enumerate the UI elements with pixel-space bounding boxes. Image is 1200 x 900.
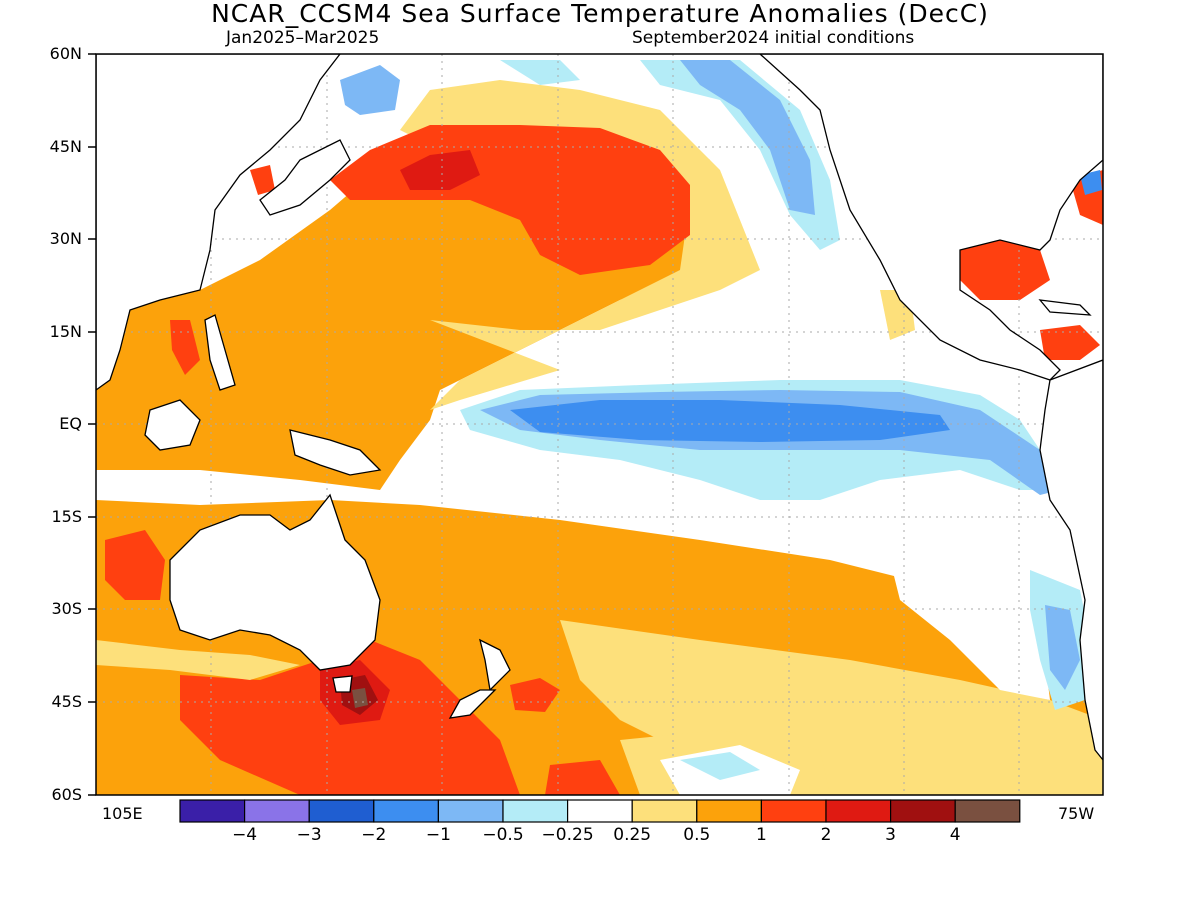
new-zealand-north-landmass: [479, 638, 511, 692]
colorbar-swatch: [373, 799, 439, 823]
lat-label-30s: 30S: [51, 599, 82, 618]
colorbar-tick-label: −0.25: [541, 825, 594, 845]
equatorial-cool-core: [510, 400, 950, 442]
southern-ocean-cool-patch: [680, 752, 760, 780]
colorbar-tick-label: −4: [232, 825, 258, 845]
north-america-mainland: [759, 54, 1103, 381]
colorbar-tick-label: −0.5: [482, 825, 524, 845]
colorbar-swatch: [566, 799, 633, 823]
colorbar: [179, 799, 1021, 823]
lat-label-60n: 60N: [49, 44, 82, 63]
alaska-california-cool-core: [680, 60, 815, 215]
borneo-landmass: [144, 399, 201, 451]
bering-cool-patch: [500, 60, 580, 85]
lat-label-15s: 15S: [51, 507, 82, 526]
philippines-landmass: [204, 314, 236, 391]
forecast-period: Jan2025–Mar2025: [226, 28, 380, 48]
southern-ocean-warm-patch: [545, 760, 620, 795]
initial-conditions-label: September2024 initial conditions: [632, 28, 915, 48]
new-zealand-east-warm-patch: [510, 678, 560, 712]
colorbar-tick-label: −1: [425, 825, 451, 845]
new-guinea-landmass: [289, 429, 382, 476]
tasmania-landmass: [332, 675, 353, 693]
colorbar-swatch: [502, 799, 569, 823]
colorbar-swatch: [889, 799, 956, 823]
colorbar-swatch: [631, 799, 698, 823]
lat-label-45s: 45S: [51, 692, 82, 711]
colorbar-tick-label: −3: [296, 825, 322, 845]
colorbar-tick-label: 3: [885, 825, 897, 845]
south-east-pacific-neutral: [890, 560, 1050, 700]
lat-label-eq: EQ: [59, 414, 82, 433]
philippine-warm-patch: [170, 320, 200, 375]
map-title: NCAR_CCSM4 Sea Surface Temperature Anoma…: [211, 0, 989, 28]
colorbar-swatch: [696, 799, 762, 823]
gulf-of-mexico-warm: [960, 240, 1050, 300]
caribbean-warm: [1040, 325, 1100, 360]
colorbar-swatch: [825, 799, 892, 823]
colorbar-swatch: [244, 799, 310, 823]
lat-label-45n: 45N: [49, 137, 82, 156]
colorbar-tick-label: −2: [361, 825, 387, 845]
colorbar-swatch: [179, 799, 246, 823]
colorbar-tick-label: 0.25: [613, 825, 652, 845]
gridlines: [96, 54, 1103, 795]
peru-coast-cool-core: [1045, 605, 1080, 690]
colorbar-swatch: [308, 799, 375, 823]
colorbar-swatch: [437, 799, 504, 823]
lat-label-15n: 15N: [49, 322, 82, 341]
south-america-mainland: [1039, 359, 1103, 762]
indian-ocean-warm-region: [105, 530, 165, 600]
coastlines: [96, 54, 1103, 762]
lat-label-60s: 60S: [51, 785, 82, 804]
japan-warm-patch: [250, 165, 275, 195]
colorbar-tick-label: 4: [949, 825, 961, 845]
colorbar-swatch: [954, 799, 1021, 823]
new-zealand-south-landmass: [448, 689, 497, 719]
north-pacific-core-warm: [400, 150, 480, 190]
asia-mainland: [96, 54, 341, 391]
atlantic-cool-patch: [1080, 170, 1102, 195]
colorbar-tick-label: 1: [755, 825, 767, 845]
japan-landmass: [259, 139, 351, 216]
lat-label-30n: 30N: [49, 229, 82, 248]
lat-ticks: [88, 53, 96, 796]
south-indian-mild-patch: [96, 640, 300, 680]
australia-landmass: [169, 493, 381, 671]
lon-label-right: 75W: [1058, 804, 1095, 823]
cuba-landmass: [1038, 299, 1092, 316]
colorbar-tick-label: 2: [820, 825, 832, 845]
colorbar-swatch: [760, 799, 827, 823]
lon-label-left: 105E: [102, 804, 143, 823]
colorbar-tick-label: 0.5: [683, 825, 711, 845]
tasman-extreme-warm: [352, 688, 368, 708]
okhotsk-cool-region: [340, 65, 400, 115]
